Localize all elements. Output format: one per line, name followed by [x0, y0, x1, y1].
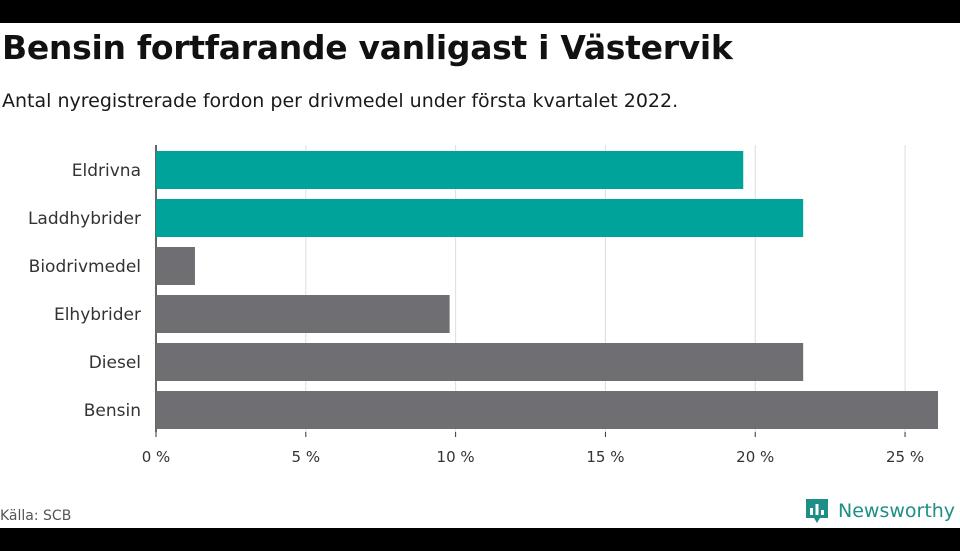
- brand-name: Newsworthy: [838, 500, 956, 522]
- bar-diesel: [156, 343, 804, 381]
- category-labels: Eldrivna Laddhybrider Biodrivmedel Elhybrid…: [28, 161, 141, 421]
- category-label-elhybrider: Elhybrider: [54, 305, 141, 325]
- x-tick-label: 0 %: [142, 448, 171, 466]
- bar-biodrivmedel: [156, 247, 195, 285]
- bar-eldrivna: [156, 151, 744, 189]
- x-axis-ticks: 0 % 5 % 10 % 15 % 20 % 25 %: [142, 432, 924, 466]
- x-tick-label: 10 %: [437, 448, 475, 466]
- category-label-biodrivmedel: Biodrivmedel: [29, 257, 141, 277]
- category-label-laddhybrider: Laddhybrider: [28, 209, 141, 229]
- gridlines: [155, 145, 906, 432]
- bar-elhybrider: [156, 295, 450, 333]
- bar-chart-logo-icon: [806, 499, 828, 523]
- x-tick-label: 5 %: [292, 448, 321, 466]
- brand-logo: Newsworthy: [804, 497, 955, 525]
- chart-subtitle: Antal nyregistrerade fordon per drivmede…: [2, 90, 679, 112]
- source-note: Källa: SCB: [0, 508, 72, 524]
- x-tick-label: 15 %: [586, 448, 624, 466]
- bar-series: [156, 151, 938, 429]
- category-label-bensin: Bensin: [84, 401, 141, 421]
- bar-bensin: [156, 391, 938, 429]
- x-tick-label: 20 %: [736, 448, 774, 466]
- page-title: Bensin fortfarande vanligast i Västervik: [2, 28, 733, 67]
- category-label-diesel: Diesel: [89, 353, 141, 373]
- x-tick-label: 25 %: [886, 448, 924, 466]
- category-label-eldrivna: Eldrivna: [72, 161, 141, 181]
- bar-laddhybrider: [156, 199, 804, 237]
